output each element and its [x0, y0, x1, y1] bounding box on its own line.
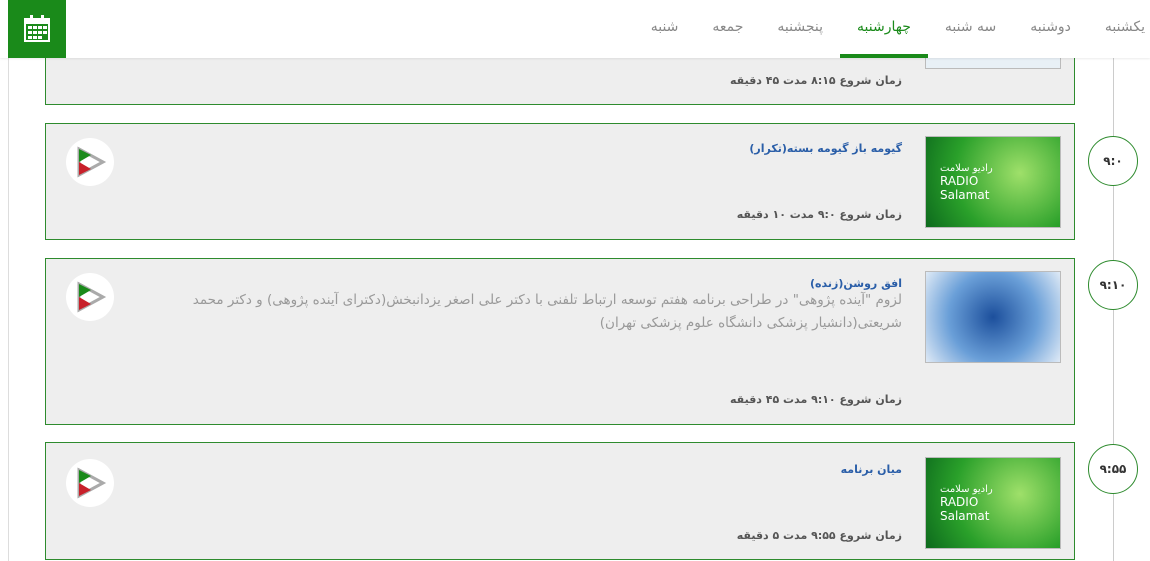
program-thumbnail [925, 271, 1061, 363]
program-thumbnail: رادیو سلامت RADIO Salamat [925, 457, 1061, 549]
calendar-icon[interactable] [8, 0, 66, 58]
tab-saturday[interactable]: شنبه [650, 19, 679, 35]
time-badge: ۹:۰ [1088, 136, 1138, 186]
program-title[interactable]: میان برنامه [840, 463, 902, 476]
program-thumbnail: رادیو سلامت RADIO Salamat [925, 136, 1061, 228]
program-card[interactable]: افق روشن(زنده) لزوم "آینده پژوهی" در طرا… [45, 258, 1075, 425]
time-badge: ۹:۵۵ [1088, 444, 1138, 494]
page-border [8, 58, 9, 561]
play-logo-icon[interactable] [66, 138, 114, 186]
program-meta: زمان شروع ۹:۱۰ مدت ۴۵ دقیقه [730, 393, 902, 406]
tab-sunday[interactable]: یکشنبه [1104, 19, 1145, 35]
day-tabs-bar: یکشنبه دوشنبه سه شنبه چهارشنبه پنجشنبه ج… [0, 0, 1150, 58]
day-tabs: یکشنبه دوشنبه سه شنبه چهارشنبه پنجشنبه ج… [634, 0, 1150, 58]
thumb-text: Salamat [940, 188, 990, 202]
thumb-text: RADIO [940, 174, 979, 188]
tab-friday[interactable]: جمعه [712, 19, 744, 35]
tab-wednesday[interactable]: چهارشنبه [840, 0, 928, 58]
program-title[interactable]: گیومه باز گیومه بسته(تکرار) [749, 142, 902, 155]
program-description: لزوم "آینده پژوهی" در طراحی برنامه هفتم … [192, 292, 902, 331]
play-logo-icon[interactable] [66, 459, 114, 507]
tab-monday[interactable]: دوشنبه [1030, 19, 1071, 35]
thumb-text: رادیو سلامت [940, 163, 993, 174]
tab-thursday[interactable]: پنجشنبه [777, 19, 824, 35]
play-logo-icon[interactable] [66, 273, 114, 321]
program-meta: زمان شروع ۸:۱۵ مدت ۴۵ دقیقه [730, 74, 902, 87]
tab-tuesday[interactable]: سه شنبه [944, 19, 997, 35]
thumb-text: RADIO [940, 495, 979, 509]
thumb-text: رادیو سلامت [940, 484, 993, 495]
time-badge: ۹:۱۰ [1088, 260, 1138, 310]
program-card[interactable]: رادیو سلامت RADIO Salamat گیومه باز گیومه … [45, 123, 1075, 240]
program-meta: زمان شروع ۹:۵۵ مدت ۵ دقیقه [736, 529, 902, 542]
program-card[interactable]: رادیو سلامت RADIO Salamat میان برنامه زمان… [45, 442, 1075, 560]
program-title[interactable]: افق روشن(زنده) [810, 277, 902, 290]
thumb-text: Salamat [940, 509, 990, 523]
program-meta: زمان شروع ۹:۰ مدت ۱۰ دقیقه [736, 208, 902, 221]
